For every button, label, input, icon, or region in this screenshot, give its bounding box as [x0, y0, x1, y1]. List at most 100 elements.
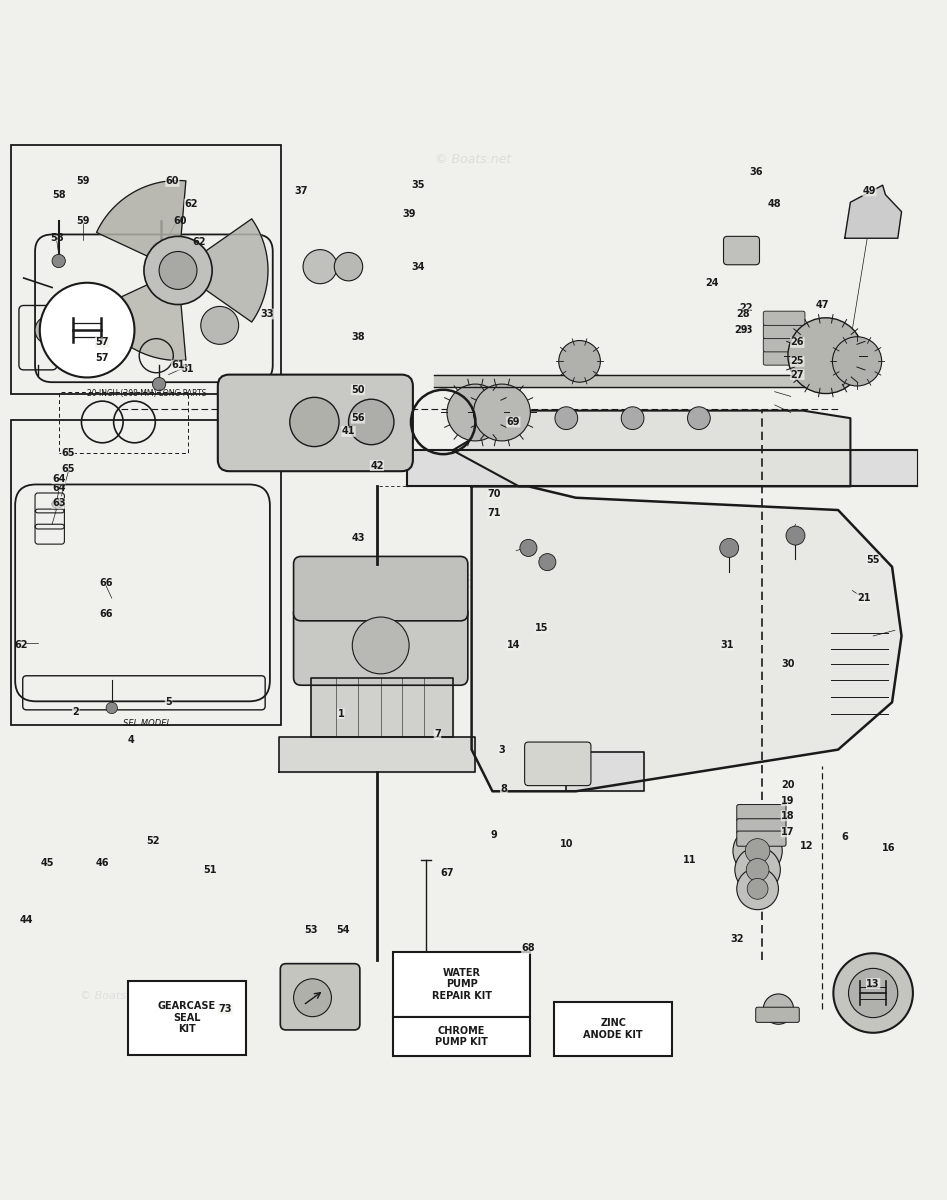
Text: 54: 54	[336, 924, 349, 935]
Circle shape	[746, 858, 769, 881]
Circle shape	[520, 539, 537, 557]
Text: 51: 51	[204, 865, 217, 875]
Text: 24: 24	[706, 277, 719, 288]
Text: 61: 61	[171, 360, 185, 370]
Text: 27: 27	[791, 370, 804, 379]
Text: ZINC
ANODE KIT: ZINC ANODE KIT	[583, 1018, 643, 1039]
Text: 20 INCH (308 MM) LONG PARTS: 20 INCH (308 MM) LONG PARTS	[87, 389, 206, 398]
Text: 35: 35	[412, 180, 425, 191]
FancyBboxPatch shape	[724, 236, 759, 265]
Polygon shape	[311, 678, 453, 737]
Text: 61: 61	[181, 364, 194, 374]
Text: 50: 50	[351, 385, 365, 395]
Circle shape	[720, 539, 739, 557]
Text: 59: 59	[77, 216, 90, 226]
Text: © Boats.net: © Boats.net	[80, 991, 148, 1001]
Text: 64: 64	[52, 474, 65, 484]
FancyBboxPatch shape	[525, 742, 591, 786]
Polygon shape	[97, 270, 186, 360]
Text: 67: 67	[440, 868, 454, 877]
Circle shape	[688, 407, 710, 430]
Text: 73: 73	[219, 1004, 232, 1014]
Circle shape	[152, 242, 170, 260]
Polygon shape	[845, 185, 902, 239]
Text: 10: 10	[560, 839, 573, 850]
Circle shape	[833, 953, 913, 1033]
Text: 69: 69	[507, 416, 520, 427]
FancyBboxPatch shape	[280, 964, 360, 1030]
Circle shape	[35, 316, 63, 344]
Circle shape	[334, 252, 363, 281]
Text: 15: 15	[535, 624, 548, 634]
Circle shape	[159, 252, 197, 289]
Circle shape	[788, 318, 864, 394]
Text: 39: 39	[402, 209, 416, 218]
Text: 41: 41	[342, 426, 355, 437]
Text: 43: 43	[351, 534, 365, 544]
Text: 44: 44	[20, 916, 33, 925]
Text: 58: 58	[52, 190, 65, 199]
Text: 62: 62	[185, 199, 198, 209]
Bar	[128, 980, 246, 1055]
Text: 60: 60	[166, 176, 179, 186]
Text: 26: 26	[791, 337, 804, 348]
FancyBboxPatch shape	[294, 557, 468, 620]
Text: 30: 30	[781, 659, 795, 670]
Text: 37: 37	[295, 186, 308, 196]
Polygon shape	[97, 180, 186, 270]
Text: 31: 31	[721, 641, 734, 650]
Text: 23: 23	[740, 325, 753, 335]
Text: WATER
PUMP
REPAIR KIT: WATER PUMP REPAIR KIT	[432, 968, 491, 1001]
Text: 12: 12	[800, 841, 813, 851]
Text: 38: 38	[351, 331, 365, 342]
FancyBboxPatch shape	[756, 1007, 799, 1022]
FancyBboxPatch shape	[737, 832, 786, 846]
Text: 62: 62	[192, 238, 205, 247]
Polygon shape	[178, 218, 268, 322]
Circle shape	[849, 968, 898, 1018]
Circle shape	[832, 337, 882, 386]
Text: 68: 68	[522, 943, 535, 954]
Text: 45: 45	[41, 858, 54, 869]
Text: 22: 22	[740, 304, 753, 313]
Circle shape	[90, 316, 118, 344]
Text: 49: 49	[863, 186, 876, 196]
Bar	[393, 953, 530, 1016]
Text: 11: 11	[683, 856, 696, 865]
Circle shape	[201, 306, 239, 344]
Text: 34: 34	[412, 262, 425, 271]
Circle shape	[559, 341, 600, 382]
Text: 14: 14	[507, 641, 520, 650]
FancyBboxPatch shape	[737, 804, 786, 822]
Text: 52: 52	[147, 836, 160, 846]
Text: 48: 48	[768, 199, 781, 209]
Text: 60: 60	[173, 216, 187, 226]
Text: 13: 13	[867, 978, 880, 989]
Circle shape	[621, 407, 644, 430]
Text: © Boats.net: © Boats.net	[397, 569, 550, 593]
Text: 47: 47	[815, 300, 829, 310]
Circle shape	[786, 526, 805, 545]
Text: 19: 19	[781, 796, 795, 805]
Circle shape	[52, 254, 65, 268]
Text: 18: 18	[781, 811, 795, 821]
Text: © Boats.net: © Boats.net	[436, 154, 511, 166]
Text: 59: 59	[77, 176, 90, 186]
Text: 57: 57	[96, 353, 109, 362]
Circle shape	[735, 847, 780, 893]
Text: 21: 21	[857, 593, 870, 604]
Circle shape	[303, 250, 337, 283]
Text: 46: 46	[96, 858, 109, 869]
Text: 57: 57	[96, 337, 109, 348]
Text: 33: 33	[260, 310, 274, 319]
Polygon shape	[279, 737, 475, 773]
Bar	[11, 145, 281, 394]
FancyBboxPatch shape	[763, 350, 805, 365]
Text: GEARCASE
SEAL
KIT: GEARCASE SEAL KIT	[158, 1001, 216, 1034]
Circle shape	[352, 617, 409, 674]
Text: 66: 66	[99, 610, 113, 619]
Circle shape	[737, 868, 778, 910]
Text: 28: 28	[737, 310, 750, 319]
Text: 7: 7	[434, 730, 441, 739]
Polygon shape	[407, 450, 917, 486]
